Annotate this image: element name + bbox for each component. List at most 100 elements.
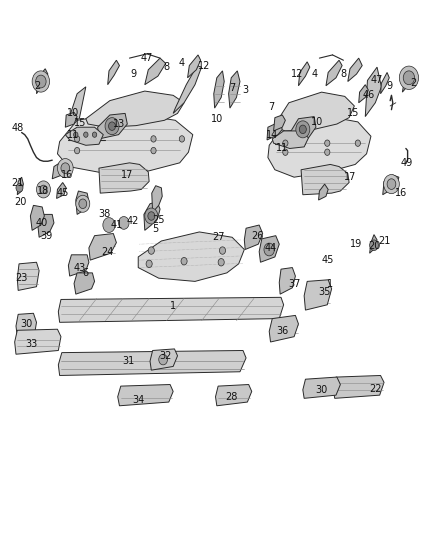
Text: 3: 3: [242, 85, 248, 95]
Polygon shape: [229, 71, 240, 108]
Text: 23: 23: [15, 273, 28, 283]
Circle shape: [218, 259, 224, 266]
Circle shape: [103, 217, 115, 232]
Polygon shape: [291, 117, 316, 143]
Polygon shape: [68, 87, 86, 122]
Text: 26: 26: [251, 231, 264, 241]
Polygon shape: [298, 62, 310, 86]
Polygon shape: [138, 232, 244, 281]
Circle shape: [387, 179, 396, 189]
Circle shape: [92, 132, 97, 138]
Circle shape: [283, 149, 288, 156]
Polygon shape: [145, 58, 166, 85]
Text: 10: 10: [211, 114, 223, 124]
Polygon shape: [403, 69, 415, 92]
Circle shape: [148, 247, 154, 254]
Circle shape: [148, 212, 155, 220]
Circle shape: [299, 125, 306, 134]
Polygon shape: [274, 92, 354, 131]
Text: 17: 17: [121, 170, 134, 180]
Polygon shape: [65, 112, 77, 127]
Polygon shape: [215, 384, 252, 406]
Circle shape: [40, 185, 47, 193]
Text: 12: 12: [198, 61, 210, 70]
Circle shape: [74, 132, 78, 138]
Polygon shape: [269, 316, 298, 342]
Polygon shape: [272, 131, 308, 149]
Polygon shape: [279, 268, 295, 294]
Circle shape: [283, 140, 288, 147]
Polygon shape: [99, 163, 149, 193]
Circle shape: [145, 208, 158, 224]
Text: 47: 47: [371, 76, 383, 85]
Text: 7: 7: [229, 83, 235, 93]
Circle shape: [325, 149, 330, 156]
Polygon shape: [38, 214, 54, 237]
Text: 11: 11: [67, 130, 79, 140]
Text: 35: 35: [318, 287, 331, 297]
Text: 6: 6: [83, 268, 89, 278]
Polygon shape: [173, 66, 201, 114]
Polygon shape: [267, 122, 283, 140]
Text: 34: 34: [132, 395, 145, 406]
Polygon shape: [304, 280, 332, 310]
Text: 42: 42: [127, 216, 139, 227]
Text: 1: 1: [170, 301, 176, 311]
Text: 8: 8: [163, 62, 170, 72]
Text: 5: 5: [152, 224, 159, 235]
Polygon shape: [152, 185, 162, 212]
Circle shape: [370, 240, 378, 251]
Circle shape: [399, 66, 419, 90]
Circle shape: [105, 118, 119, 135]
Polygon shape: [57, 112, 193, 175]
Text: 7: 7: [268, 102, 275, 112]
Circle shape: [159, 354, 167, 365]
Circle shape: [151, 148, 156, 154]
Circle shape: [35, 75, 46, 88]
Polygon shape: [76, 191, 89, 214]
Text: 22: 22: [369, 384, 381, 394]
Text: 48: 48: [11, 123, 23, 133]
Circle shape: [179, 136, 184, 142]
Text: 11: 11: [276, 143, 289, 154]
Text: 15: 15: [347, 108, 360, 118]
Polygon shape: [89, 233, 117, 260]
Text: 8: 8: [340, 69, 346, 79]
Polygon shape: [68, 255, 89, 276]
Circle shape: [74, 136, 80, 142]
Text: 25: 25: [152, 215, 165, 225]
Polygon shape: [36, 69, 48, 94]
Polygon shape: [74, 273, 95, 294]
Text: 44: 44: [265, 243, 277, 253]
Text: 13: 13: [113, 119, 125, 129]
Text: 21: 21: [379, 236, 391, 246]
Polygon shape: [333, 375, 384, 398]
Text: 1: 1: [327, 279, 333, 288]
Text: 45: 45: [321, 255, 333, 265]
Text: 32: 32: [159, 351, 172, 361]
Text: 39: 39: [40, 231, 53, 241]
Polygon shape: [57, 182, 66, 198]
Text: 9: 9: [386, 81, 392, 91]
Text: 15: 15: [74, 118, 86, 128]
Circle shape: [181, 257, 187, 265]
Polygon shape: [370, 235, 377, 253]
Text: 17: 17: [344, 172, 356, 182]
Polygon shape: [150, 349, 177, 370]
Text: 9: 9: [131, 69, 137, 79]
Circle shape: [61, 163, 70, 173]
Polygon shape: [268, 115, 371, 177]
Text: 46: 46: [362, 90, 374, 100]
Text: 40: 40: [36, 218, 48, 228]
Text: 16: 16: [61, 170, 73, 180]
Polygon shape: [144, 201, 160, 230]
Polygon shape: [359, 85, 368, 103]
Polygon shape: [214, 71, 224, 108]
Text: 47: 47: [141, 53, 153, 63]
Text: 28: 28: [225, 392, 237, 402]
Text: 37: 37: [288, 279, 300, 288]
Circle shape: [76, 195, 90, 212]
Text: 14: 14: [266, 130, 279, 140]
Circle shape: [296, 121, 310, 138]
Polygon shape: [14, 329, 61, 354]
